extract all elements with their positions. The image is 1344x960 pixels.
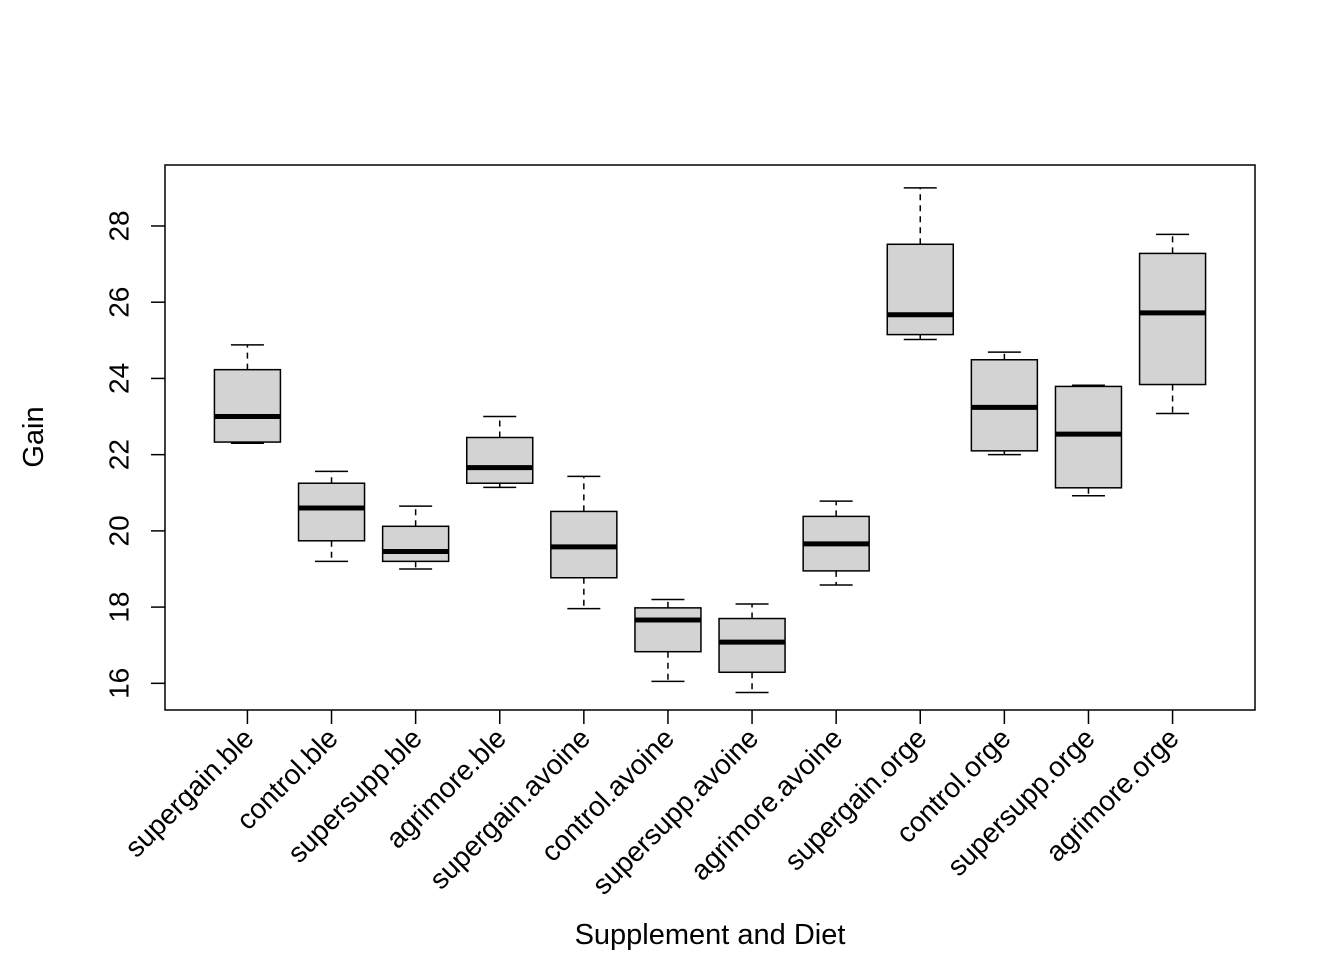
x-tick-label: supergain.avoine: [423, 722, 596, 895]
box-body: [213, 368, 282, 443]
x-tick-label: supergain.ble: [119, 722, 260, 863]
y-tick-label: 22: [104, 439, 135, 470]
box-body: [634, 607, 702, 653]
box-supergain.orge: [886, 187, 955, 341]
plot-frame: [164, 164, 1256, 711]
y-tick-label: 18: [104, 592, 135, 623]
box-control.ble: [297, 470, 366, 563]
box-supergain.ble: [213, 344, 282, 444]
boxes: [213, 187, 1207, 694]
y-axis-title: Gain: [18, 406, 50, 467]
box-body: [718, 617, 786, 674]
box-supersupp.avoine: [718, 603, 786, 694]
box-control.avoine: [634, 598, 702, 683]
box-agrimore.ble: [465, 415, 534, 489]
box-body: [1054, 385, 1123, 489]
box-supergain.avoine: [550, 475, 618, 610]
box-body: [1138, 252, 1207, 386]
y-tick-label: 26: [104, 287, 135, 318]
box-supersupp.orge: [1054, 384, 1123, 497]
box-agrimore.avoine: [802, 500, 870, 586]
y-tick-label: 20: [104, 515, 135, 546]
x-axis-title: Supplement and Diet: [575, 919, 846, 951]
x-axis: supergain.blecontrol.blesupersupp.bleagr…: [119, 710, 1185, 901]
box-body: [886, 243, 955, 336]
box-body: [465, 436, 534, 484]
y-tick-label: 24: [104, 363, 135, 394]
box-body: [297, 482, 366, 542]
x-tick-label: agrimore.avoine: [685, 722, 849, 886]
y-tick-label: 16: [104, 668, 135, 699]
y-axis: 16 18 20 22 24 26 28: [104, 210, 165, 699]
y-tick-label: 28: [104, 210, 135, 241]
box-agrimore.orge: [1138, 233, 1207, 415]
x-tick-label: supersupp.orge: [941, 722, 1101, 882]
x-tick-label: supergain.orge: [778, 722, 932, 876]
box-supersupp.ble: [381, 505, 450, 570]
box-body: [381, 525, 450, 563]
box-control.orge: [970, 351, 1039, 456]
